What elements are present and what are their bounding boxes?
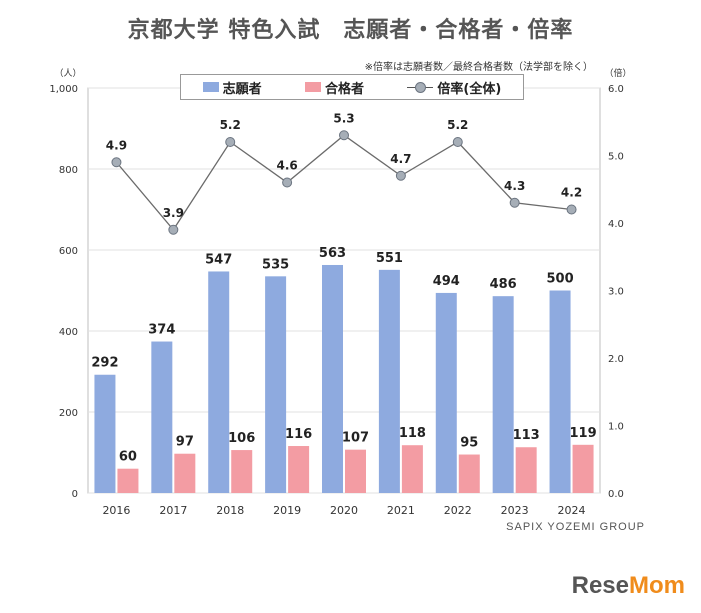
data-label-passers: 97 — [176, 435, 194, 450]
bar-passers — [174, 453, 196, 493]
bar-applicants — [378, 269, 400, 493]
legend-item-passers: 合格者 — [305, 78, 364, 97]
data-label-applicants: 563 — [319, 246, 346, 261]
x-tick-label: 2017 — [159, 504, 187, 517]
right-tick-label: 0.0 — [608, 489, 624, 500]
legend-swatch-ratio — [407, 82, 434, 93]
ratio-point — [282, 177, 293, 188]
bar-applicants — [265, 276, 287, 493]
x-tick-label: 2024 — [558, 504, 586, 517]
bar-passers — [458, 454, 480, 493]
ratio-point — [111, 157, 122, 168]
right-axis-unit: （倍） — [604, 67, 631, 79]
left-tick-label: 600 — [59, 246, 78, 257]
bar-passers — [572, 444, 594, 493]
ratio-point — [566, 204, 577, 215]
legend-swatch-passers — [305, 82, 322, 92]
bar-applicants — [208, 271, 230, 493]
legend-label-passers: 合格者 — [325, 81, 365, 97]
bar-passers — [345, 449, 366, 493]
data-label-passers: 118 — [399, 426, 426, 441]
ratio-point — [452, 137, 463, 147]
right-tick-label: 6.0 — [608, 84, 624, 95]
x-tick-label: 2021 — [387, 504, 415, 517]
x-tick-label: 2020 — [330, 504, 358, 517]
data-label-passers: 106 — [228, 431, 255, 446]
left-tick-label: 1,000 — [49, 84, 78, 95]
brand-logo: ReseMom — [572, 572, 685, 600]
data-label-passers: 116 — [285, 427, 312, 442]
x-tick-label: 2019 — [273, 504, 301, 517]
data-label-ratio: 4.6 — [276, 159, 297, 173]
right-tick-label: 2.0 — [608, 354, 624, 365]
data-label-applicants: 547 — [205, 252, 232, 267]
data-label-applicants: 500 — [546, 272, 573, 287]
brand-logo-part2: Mom — [629, 572, 685, 599]
legend-item-ratio: 倍率(全体) — [407, 78, 501, 97]
x-tick-label: 2022 — [444, 504, 472, 517]
bar-passers — [515, 447, 537, 493]
right-tick-label: 3.0 — [608, 287, 624, 298]
right-tick-label: 5.0 — [608, 152, 624, 163]
data-label-passers: 119 — [569, 426, 596, 441]
data-label-applicants: 374 — [148, 323, 175, 338]
ratio-point — [168, 224, 179, 235]
data-label-passers: 60 — [119, 450, 137, 465]
bar-passers — [288, 446, 310, 493]
data-label-passers: 113 — [513, 428, 540, 443]
chart-note: ※倍率は志願者数／最終合格者数（法学部を除く） — [364, 62, 593, 73]
data-label-applicants: 292 — [91, 356, 118, 371]
data-label-passers: 107 — [342, 431, 369, 446]
data-label-ratio: 3.9 — [163, 206, 184, 220]
data-label-applicants: 535 — [262, 257, 289, 272]
bar-passers — [117, 468, 139, 493]
right-tick-label: 4.0 — [608, 219, 624, 230]
right-tick-label: 1.0 — [608, 422, 624, 433]
legend-label-applicants: 志願者 — [222, 81, 262, 97]
data-label-ratio: 4.3 — [504, 179, 525, 193]
data-label-applicants: 551 — [376, 251, 403, 266]
x-tick-label: 2023 — [501, 504, 529, 517]
bar-applicants — [435, 292, 457, 493]
left-tick-label: 200 — [59, 408, 78, 419]
ratio-point — [509, 197, 520, 208]
legend-label-ratio: 倍率(全体) — [437, 81, 502, 97]
bar-applicants — [322, 264, 343, 493]
data-label-applicants: 494 — [433, 274, 460, 289]
left-axis-unit: （人） — [54, 68, 81, 79]
data-label-passers: 95 — [460, 436, 478, 451]
bar-applicants — [151, 341, 173, 493]
chart-legend: 志願者 合格者 倍率(全体) — [180, 74, 524, 100]
legend-item-applicants: 志願者 — [202, 78, 262, 97]
x-tick-label: 2018 — [216, 504, 244, 517]
data-label-ratio: 5.3 — [333, 111, 354, 125]
bar-passers — [401, 445, 423, 493]
ratio-point — [395, 170, 406, 181]
brand-logo-part1: Rese — [571, 572, 629, 599]
left-tick-label: 0 — [72, 489, 78, 500]
chart-title: 京都大学 特色入試 志願者・合格者・倍率 — [127, 18, 574, 43]
x-tick-label: 2016 — [102, 504, 130, 517]
data-label-ratio: 4.7 — [390, 152, 411, 166]
left-tick-label: 400 — [59, 327, 78, 338]
bar-applicants — [94, 374, 116, 493]
data-label-ratio: 4.2 — [561, 186, 582, 200]
ratio-point — [339, 130, 349, 141]
data-label-ratio: 5.2 — [220, 118, 241, 132]
bar-applicants — [549, 290, 571, 493]
data-label-ratio: 5.2 — [447, 118, 468, 132]
watermark: SAPIX YOZEMI GROUP — [506, 521, 645, 533]
ratio-point — [225, 137, 236, 147]
left-tick-label: 800 — [59, 165, 78, 176]
legend-swatch-applicants — [202, 82, 219, 92]
bar-passers — [231, 450, 253, 493]
data-label-applicants: 486 — [490, 277, 517, 292]
bar-applicants — [492, 296, 514, 493]
data-label-ratio: 4.9 — [106, 138, 127, 152]
